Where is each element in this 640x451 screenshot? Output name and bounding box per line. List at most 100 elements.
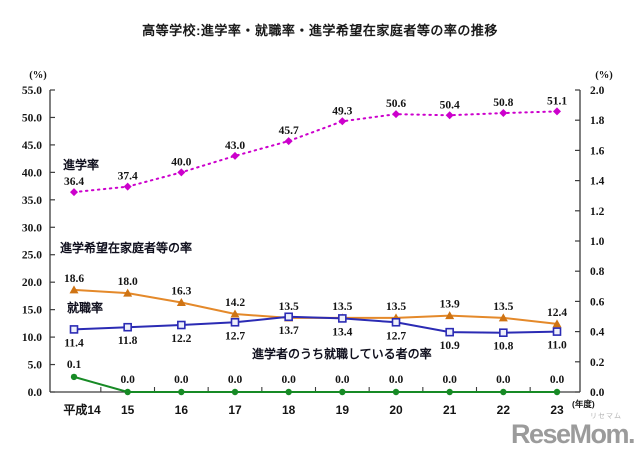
right-tick-label: 0.0 (590, 387, 605, 399)
series-marker-shingaku-kibo-zaikatei (230, 309, 240, 318)
x-tick-label: 23 (550, 403, 564, 417)
value-label-shushoku-ritsu: 12.7 (225, 330, 245, 342)
value-label-shushoku-ritsu: 13.7 (279, 325, 299, 337)
series-marker-shingakusha-shushoku (553, 388, 561, 396)
series-marker-shingaku-ritsu (123, 182, 132, 191)
x-tick-label: 17 (228, 403, 242, 417)
series-annotation-shingaku-ritsu: 進学率 (63, 157, 99, 172)
series-marker-shingaku-ritsu (177, 168, 186, 177)
value-label-shingaku-kibo-zaikatei: 13.5 (493, 301, 513, 313)
series-marker-shingaku-ritsu (284, 137, 293, 146)
series-marker-shushoku-ritsu (69, 325, 79, 334)
series-marker-shingaku-kibo-zaikatei (69, 285, 79, 294)
value-label-shingakusha-shushoku: 0.0 (389, 374, 404, 386)
right-tick-label: 1.0 (590, 236, 605, 248)
x-tick-label: 21 (443, 403, 457, 417)
left-tick-label: 5.0 (28, 360, 43, 372)
series-marker-shingaku-kibo-zaikatei (445, 311, 455, 320)
series-marker-shingaku-ritsu (499, 109, 508, 118)
right-axis-unit: (%) (595, 70, 613, 81)
value-label-shushoku-ritsu: 12.2 (171, 333, 191, 345)
series-marker-shingaku-ritsu (231, 151, 239, 160)
left-tick-label: 35.0 (22, 195, 42, 207)
series-marker-shingakusha-shushoku (70, 373, 78, 381)
series-marker-shushoku-ritsu (552, 327, 562, 336)
right-tick-label: 2.0 (590, 85, 605, 97)
series-marker-shingaku-kibo-zaikatei (123, 288, 133, 297)
series-marker-shingaku-ritsu (553, 107, 561, 116)
right-tick-label: 0.2 (590, 357, 605, 369)
value-label-shingaku-kibo-zaikatei: 13.9 (440, 299, 460, 311)
series-marker-shingakusha-shushoku (446, 388, 453, 396)
left-tick-label: 55.0 (22, 85, 42, 97)
value-label-shingaku-kibo-zaikatei: 16.3 (171, 285, 191, 297)
value-label-shushoku-ritsu: 11.0 (547, 340, 567, 352)
series-line-shingaku-kibo-zaikatei (73, 288, 558, 325)
value-label-shingaku-ritsu: 43.0 (225, 140, 245, 152)
x-tick-label: 平成14 (63, 402, 101, 417)
series-marker-shingakusha-shushoku (392, 388, 400, 396)
series-marker-shingaku-ritsu (338, 117, 347, 126)
series-marker-shushoku-ritsu (284, 312, 293, 322)
left-tick-label: 40.0 (22, 167, 42, 179)
series-marker-shushoku-ritsu (338, 314, 347, 323)
resemom-watermark: リセマム ReseMom. (510, 413, 636, 449)
left-tick-label: 30.0 (22, 222, 42, 234)
value-label-shushoku-ritsu: 10.9 (440, 340, 460, 352)
left-tick-label: 20.0 (22, 277, 42, 289)
left-tick-label: 10.0 (22, 332, 42, 344)
value-label-shingaku-kibo-zaikatei: 12.4 (547, 307, 567, 319)
resemom-ruby-text: リセマム (590, 413, 622, 420)
value-label-shingaku-ritsu: 51.1 (547, 95, 567, 107)
value-label-shingakusha-shushoku: 0.0 (496, 374, 511, 386)
right-tick-label: 0.8 (590, 266, 605, 278)
value-label-shingakusha-shushoku: 0.0 (174, 374, 189, 386)
value-label-shingaku-ritsu: 45.7 (279, 125, 299, 137)
series-line-shingaku-ritsu (73, 110, 558, 194)
value-label-shingakusha-shushoku: 0.0 (335, 374, 350, 386)
series-marker-shushoku-ritsu (123, 322, 132, 332)
value-label-shingakusha-shushoku: 0.1 (67, 359, 82, 371)
value-label-shingaku-ritsu: 50.8 (493, 97, 513, 109)
series-annotation-shingakusha-shushoku: 進学者のうち就職している者の率 (252, 346, 432, 361)
x-tick-label: 19 (336, 403, 350, 417)
series-marker-shingaku-ritsu (445, 111, 454, 120)
value-label-shushoku-ritsu: 11.4 (64, 337, 84, 349)
left-tick-label: 0.0 (28, 387, 43, 399)
left-tick-label: 25.0 (22, 250, 42, 262)
x-axis-unit-suffix: (年度) (572, 399, 595, 409)
series-annotation-shushoku-ritsu: 就職率 (67, 300, 103, 315)
left-axis-unit: (%) (29, 70, 47, 81)
resemom-brand-text: ReseMom. (510, 419, 636, 449)
value-label-shingaku-ritsu: 50.4 (440, 99, 460, 111)
value-label-shingaku-kibo-zaikatei: 13.5 (279, 301, 299, 313)
x-tick-label: 15 (121, 403, 135, 417)
x-tick-label: 22 (497, 403, 511, 417)
x-tick-label: 18 (282, 403, 296, 417)
value-label-shingaku-kibo-zaikatei: 18.6 (64, 273, 84, 285)
right-tick-label: 1.6 (590, 145, 605, 157)
value-label-shingaku-ritsu: 40.0 (171, 156, 191, 168)
left-tick-label: 45.0 (22, 140, 42, 152)
right-tick-label: 1.4 (590, 176, 605, 188)
series-marker-shingakusha-shushoku (231, 388, 239, 396)
series-marker-shingakusha-shushoku (124, 388, 131, 396)
series-marker-shushoku-ritsu (391, 317, 401, 327)
right-tick-label: 0.4 (590, 327, 605, 339)
series-marker-shingakusha-shushoku (500, 388, 507, 396)
value-label-shingakusha-shushoku: 0.0 (281, 374, 296, 386)
series-line-shingakusha-shushoku (73, 375, 557, 393)
chart-title: 高等学校:進学率・就職率・進学希望在家庭者等の率の推移 (142, 23, 498, 38)
left-tick-label: 50.0 (22, 112, 42, 124)
value-label-shingakusha-shushoku: 0.0 (550, 374, 565, 386)
series-marker-shushoku-ritsu (177, 320, 186, 330)
value-label-shushoku-ritsu: 13.4 (332, 326, 352, 338)
value-label-shingaku-kibo-zaikatei: 13.5 (332, 301, 352, 313)
x-tick-label: 16 (175, 403, 189, 417)
series-line-shushoku-ritsu (73, 315, 558, 334)
value-label-shingaku-kibo-zaikatei: 13.5 (386, 301, 406, 313)
right-tick-label: 1.2 (590, 206, 605, 218)
series-marker-shingaku-kibo-zaikatei (498, 313, 508, 322)
series-marker-shushoku-ritsu (230, 317, 240, 327)
